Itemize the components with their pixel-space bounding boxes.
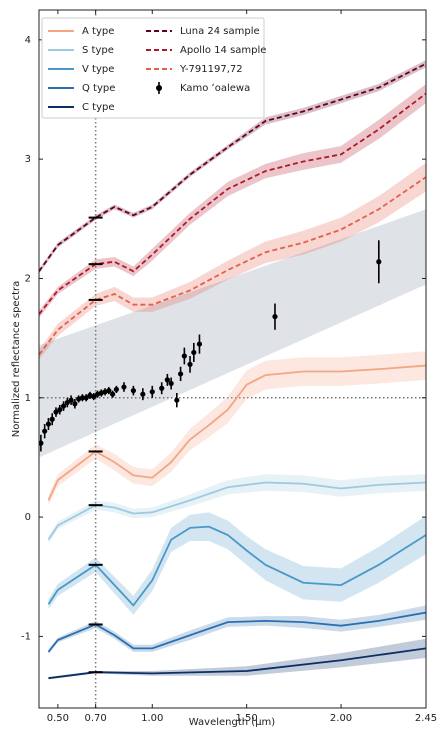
data-point [168, 380, 174, 387]
legend-label: Q type [82, 83, 115, 94]
error-band [48, 351, 426, 506]
error-band [39, 60, 426, 274]
data-point [91, 393, 97, 400]
y-tick-label: 0 [25, 512, 31, 523]
error-band [48, 605, 426, 655]
kamo-band [39, 209, 426, 458]
x-tick-label: 2.00 [330, 713, 352, 724]
data-point [376, 259, 382, 265]
y-tick-label: 2 [25, 273, 31, 284]
data-point [187, 361, 193, 367]
spectrum-line [47, 525, 426, 607]
plot-area [39, 10, 426, 708]
x-tick-label: 0.50 [47, 713, 69, 724]
data-point [39, 440, 44, 446]
legend-label: Luna 24 sample [180, 26, 260, 37]
x-tick-label: 1.00 [141, 713, 163, 724]
legend-label: Apollo 14 sample [180, 45, 266, 56]
data-point [196, 341, 203, 347]
data-point [149, 389, 155, 395]
data-point [177, 371, 184, 377]
data-point [181, 353, 187, 359]
data-point [83, 395, 89, 401]
y-tick-label: 3 [25, 154, 31, 165]
data-point [164, 377, 170, 383]
data-point [68, 397, 74, 403]
legend-label: Y-791197,72 [179, 64, 243, 75]
spectrum-line [48, 647, 426, 680]
data-point [49, 416, 55, 422]
data-point [272, 314, 278, 320]
legend-swatch [156, 85, 162, 91]
x-tick-label: 2.45 [415, 713, 437, 724]
data-point [110, 391, 116, 397]
spectrum-line [47, 364, 426, 501]
legend-label: C type [82, 102, 115, 113]
legend-label: Kamo ʻoalewa [180, 83, 250, 94]
data-point [191, 349, 197, 356]
legend-label: S type [82, 45, 114, 56]
legend-box [41, 17, 265, 119]
data-point [130, 388, 136, 394]
error-band [48, 474, 426, 544]
data-point [72, 401, 78, 407]
data-point [79, 395, 86, 401]
y-tick-label: 4 [25, 35, 31, 46]
data-point [53, 409, 59, 415]
legend: A type S type V type Q type C type Luna 24 sa… [41, 17, 266, 119]
x-tick-label: 0.70 [85, 713, 107, 724]
axes: 0.50 0.70 1.00 1.50 2.00 2.45 -1 0 1 2 3 4 [21, 10, 437, 724]
data-point [113, 386, 119, 393]
data-point [64, 399, 70, 406]
x-tick-label: 1.50 [236, 713, 258, 724]
error-band [48, 512, 426, 615]
y-tick-label: 1 [25, 393, 31, 404]
data-point [174, 397, 180, 403]
axes-frame [38, 9, 427, 709]
y-axis-label: Normalized reflectance spectra [11, 281, 22, 437]
data-point [140, 391, 146, 397]
legend-label: V type [82, 64, 114, 75]
legend-label: A type [82, 26, 114, 37]
data-point [159, 385, 165, 391]
data-point [45, 421, 52, 427]
data-point [60, 403, 67, 409]
y-tick-label: -1 [21, 631, 31, 642]
data-point [106, 388, 112, 394]
x-axis-label: Wavelength (μm) [189, 717, 276, 728]
data-point [42, 428, 48, 434]
data-point [57, 407, 63, 413]
error-band [39, 162, 426, 360]
spectrum-line [39, 176, 426, 356]
data-point [121, 384, 127, 390]
spectrum-line [39, 62, 426, 272]
